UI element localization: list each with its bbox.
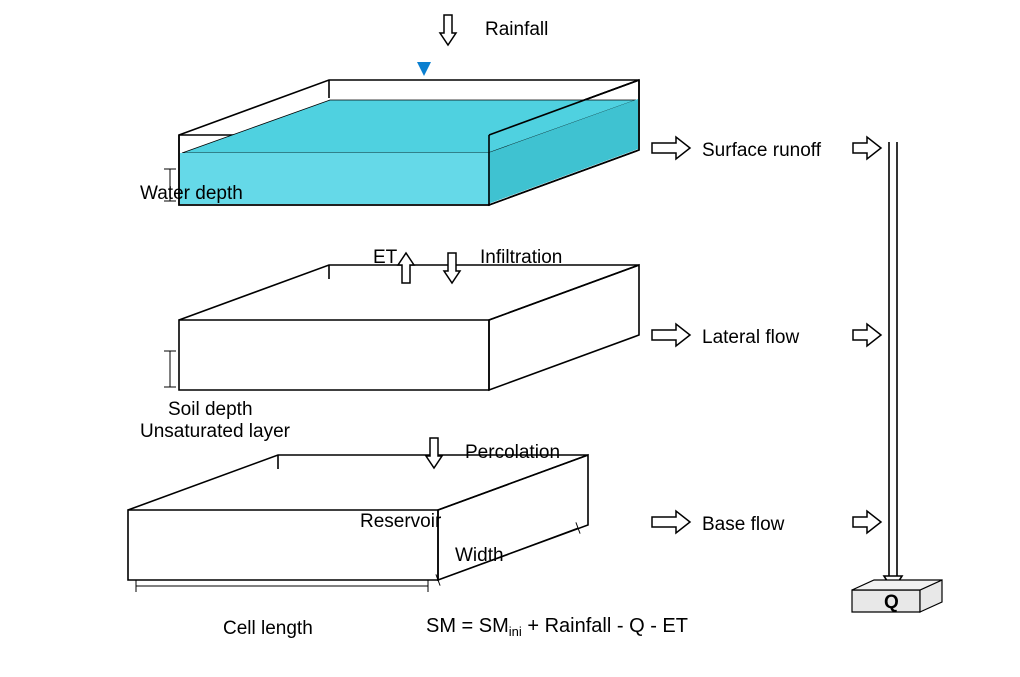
surface-runoff-to-pipe-arrow: [853, 137, 881, 159]
label-base-flow: Base flow: [702, 514, 785, 535]
label-width: Width: [455, 545, 504, 566]
label-reservoir: Reservoir: [360, 511, 442, 532]
label-percolation: Percolation: [465, 442, 560, 463]
label-soil-depth: Soil depth: [168, 399, 253, 420]
equation: SM = SMini + Rainfall - Q - ET: [426, 615, 688, 639]
label-q: Q: [884, 592, 899, 613]
lateral-flow-to-pipe-arrow: [853, 324, 881, 346]
label-infiltration: Infiltration: [480, 247, 562, 268]
lateral-flow-arrow: [652, 324, 690, 346]
surface-runoff-arrow: [652, 137, 690, 159]
label-unsaturated: Unsaturated layer: [140, 421, 291, 442]
water-level-marker: [417, 62, 431, 76]
label-cell-length: Cell length: [223, 618, 313, 639]
base-flow-to-pipe-arrow: [853, 511, 881, 533]
label-rainfall: Rainfall: [485, 19, 548, 40]
rainfall-arrow: [440, 15, 456, 45]
base-flow-arrow: [652, 511, 690, 533]
label-lateral-flow: Lateral flow: [702, 327, 799, 348]
percolation-arrow: [426, 438, 442, 468]
et-arrow: [398, 253, 414, 283]
label-et: ET: [373, 247, 398, 268]
reservoir-box: [128, 455, 588, 580]
label-water-depth: Water depth: [140, 183, 243, 204]
infiltration-arrow: [444, 253, 460, 283]
label-surface-runoff: Surface runoff: [702, 140, 822, 161]
